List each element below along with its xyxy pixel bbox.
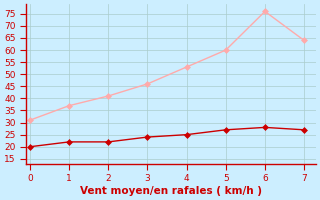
X-axis label: Vent moyen/en rafales ( km/h ): Vent moyen/en rafales ( km/h ) (80, 186, 262, 196)
